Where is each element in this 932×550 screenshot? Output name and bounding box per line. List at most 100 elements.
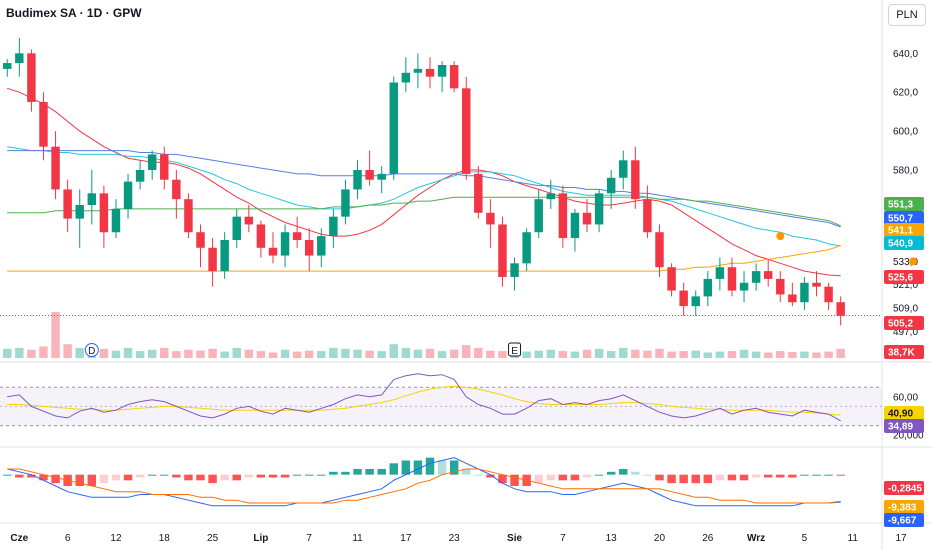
macd-histogram-bar xyxy=(776,474,785,478)
volume-bar xyxy=(377,351,386,358)
candle-body xyxy=(196,232,205,248)
candle-body xyxy=(606,177,616,194)
earnings-marker xyxy=(508,342,522,357)
volume-bar xyxy=(292,351,302,358)
rsi-ma-line xyxy=(7,385,841,416)
volume-bar xyxy=(582,349,592,358)
volume-bar xyxy=(763,352,773,358)
macd-histogram-bar xyxy=(425,457,435,475)
candle-body xyxy=(160,154,169,180)
volume-bar xyxy=(196,350,205,358)
volume-bar xyxy=(836,348,845,358)
volume-bar xyxy=(413,349,423,358)
volume-bar xyxy=(498,351,507,358)
macd-histogram-bar xyxy=(87,474,97,486)
volume-bar xyxy=(800,351,809,358)
macd-histogram-bar xyxy=(570,474,580,481)
price-tick-label: 600,0 xyxy=(893,127,918,138)
volume-bar xyxy=(172,351,181,358)
volume-bar xyxy=(184,349,193,358)
candle-body xyxy=(220,240,229,272)
time-axis-label: 11 xyxy=(352,533,363,544)
time-axis-label: 11 xyxy=(848,533,859,544)
rsi-tick-label: 60,00 xyxy=(893,392,918,403)
ma-line xyxy=(7,87,841,277)
candle-body xyxy=(594,193,604,225)
macd-signal-line xyxy=(7,468,841,504)
macd-line xyxy=(7,457,841,507)
macd-histogram-bar xyxy=(751,474,761,478)
price-tag xyxy=(884,236,924,250)
event-marker: E xyxy=(508,342,522,357)
price-tag-text: 540,9 xyxy=(888,239,913,250)
macd-tag xyxy=(884,513,924,527)
candle-body xyxy=(800,282,809,303)
candle-body xyxy=(425,68,435,77)
time-axis-label: Sie xyxy=(507,533,522,544)
candle-body xyxy=(111,208,121,233)
candle-body xyxy=(522,232,531,264)
volume-bar xyxy=(365,350,374,358)
macd-histogram-bar xyxy=(280,474,290,478)
ma-line xyxy=(7,150,841,228)
time-axis-label: 20 xyxy=(654,533,666,544)
volume-bar xyxy=(3,348,12,358)
candle-body xyxy=(643,199,652,233)
time-axis-label: Lip xyxy=(253,533,268,544)
candle-body xyxy=(39,101,48,147)
macd-histogram-bar xyxy=(208,474,217,484)
volume-bar xyxy=(111,350,121,358)
volume-tag xyxy=(884,345,924,359)
time-axis-label: 5 xyxy=(802,533,808,544)
volume-bar xyxy=(304,350,314,358)
candle-body xyxy=(486,212,495,225)
candle-body xyxy=(619,160,628,178)
macd-histogram-bar xyxy=(824,474,833,476)
time-axis-label: 18 xyxy=(159,533,171,544)
candle-body xyxy=(824,286,833,303)
macd-histogram-bar xyxy=(51,474,60,484)
volume-bar xyxy=(220,351,229,358)
macd-histogram-bar xyxy=(256,474,266,478)
volume-bar xyxy=(824,351,833,358)
macd-histogram-bar xyxy=(304,474,314,476)
candle-body xyxy=(401,72,411,83)
macd-histogram-bar xyxy=(123,474,133,481)
macd-histogram-bar xyxy=(184,474,193,481)
time-axis-label: 23 xyxy=(449,533,461,544)
macd-histogram-bar xyxy=(679,474,688,484)
volume-bar xyxy=(776,351,785,358)
macd-tag xyxy=(884,481,924,495)
currency-button[interactable]: PLN xyxy=(888,4,926,26)
time-axis-label: 7 xyxy=(306,533,312,544)
candle-body xyxy=(510,263,519,277)
candle-body xyxy=(631,160,640,200)
volume-bar xyxy=(570,351,580,358)
candle-body xyxy=(317,236,326,256)
candle-body xyxy=(147,154,157,170)
rsi-tick-label: 20,000 xyxy=(893,431,924,442)
volume-bar xyxy=(244,349,254,358)
candle-body xyxy=(812,282,821,287)
volume-bar xyxy=(715,351,725,358)
macd-histogram-bar xyxy=(631,471,640,475)
price-tag-text: 505,2 xyxy=(888,319,913,330)
candle-body xyxy=(3,63,12,69)
volume-bar xyxy=(449,349,459,358)
signal-dot xyxy=(909,257,918,266)
volume-bar xyxy=(208,348,217,358)
volume-bar xyxy=(51,312,60,358)
macd-histogram-bar xyxy=(413,460,423,475)
time-axis-label: Wrz xyxy=(747,533,765,544)
candle-body xyxy=(341,189,350,217)
candle-body xyxy=(498,224,507,277)
volume-bar xyxy=(39,346,48,358)
candle-body xyxy=(474,173,483,213)
macd-histogram-bar xyxy=(401,460,411,475)
price-tag xyxy=(884,197,924,211)
price-tag-text: 541,1 xyxy=(888,226,913,237)
time-axis-label: 12 xyxy=(110,533,122,544)
dividend-marker xyxy=(84,343,99,357)
macd-tag-text: -9,667 xyxy=(888,516,917,527)
